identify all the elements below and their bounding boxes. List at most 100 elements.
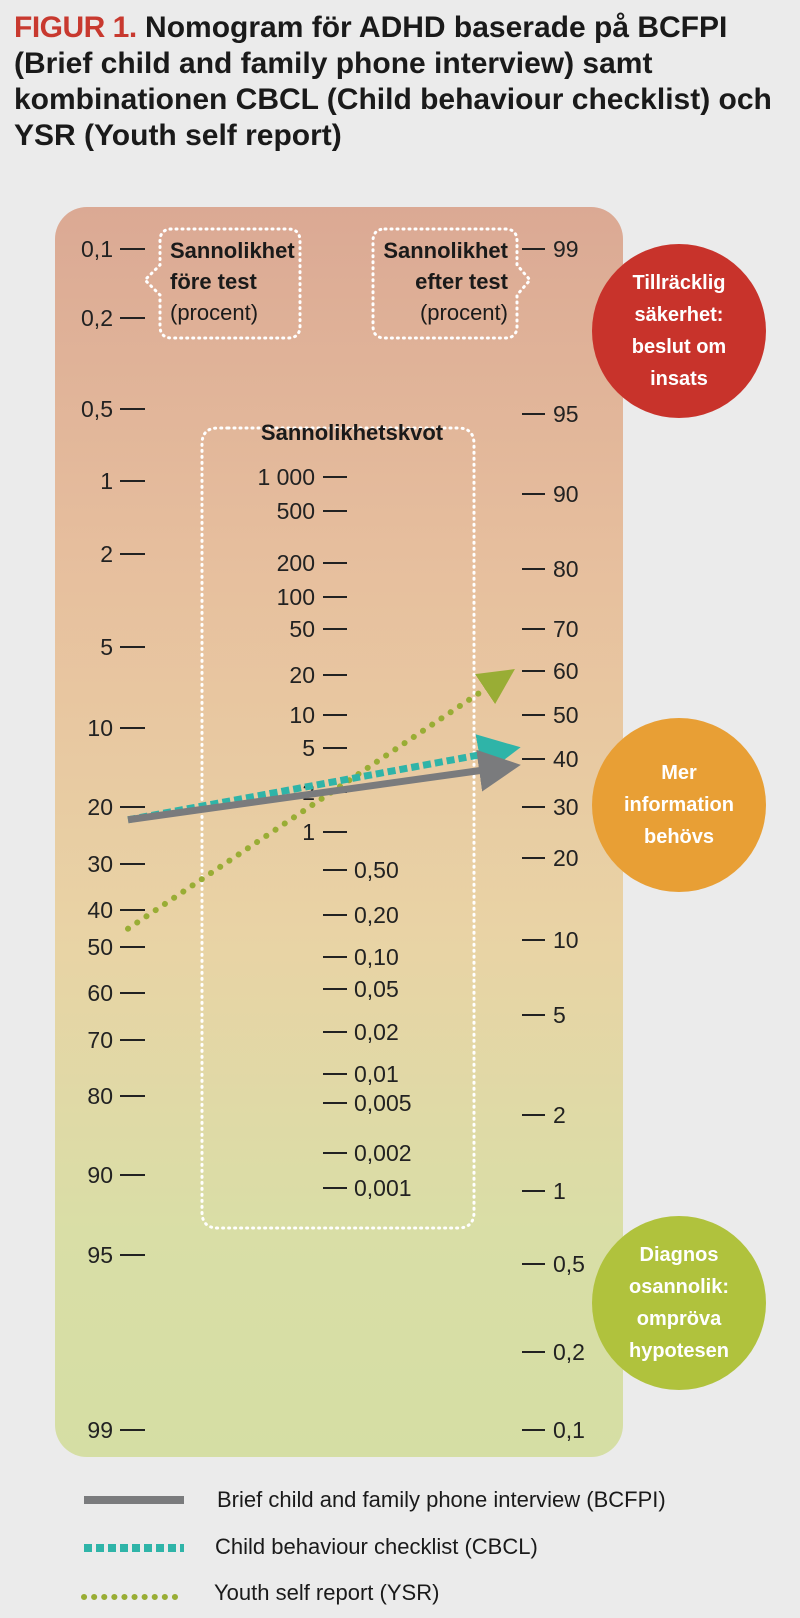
post-test-axis-title: Sannolikhet efter test (procent) [383, 238, 508, 325]
pre-test-tick: 60 [87, 980, 145, 1006]
post-test-tick: 10 [522, 927, 579, 953]
svg-text:60: 60 [553, 658, 579, 684]
post-test-tick: 1 [522, 1178, 566, 1204]
likelihood-ratio-tick: 20 [289, 662, 347, 688]
zone-more-information: Mer information behövs [592, 718, 766, 892]
post-test-tick: 70 [522, 616, 579, 642]
svg-text:Sannolikhet: Sannolikhet [170, 238, 295, 263]
svg-text:70: 70 [87, 1027, 113, 1053]
svg-text:0,2: 0,2 [81, 305, 113, 331]
svg-text:20: 20 [289, 662, 315, 688]
post-test-tick: 80 [522, 556, 579, 582]
svg-text:efter test: efter test [415, 269, 509, 294]
svg-text:95: 95 [87, 1242, 113, 1268]
svg-text:90: 90 [553, 481, 579, 507]
svg-text:10: 10 [289, 702, 315, 728]
svg-text:20: 20 [87, 794, 113, 820]
likelihood-ratio-tick: 0,50 [323, 857, 399, 883]
likelihood-ratio-tick: 0,005 [323, 1090, 412, 1116]
post-test-tick: 99 [522, 236, 579, 262]
svg-text:20: 20 [553, 845, 579, 871]
svg-text:10: 10 [553, 927, 579, 953]
series-line [125, 669, 515, 932]
post-test-tick: 0,1 [522, 1417, 585, 1443]
svg-text:40: 40 [87, 897, 113, 923]
likelihood-ratio-tick: 0,20 [323, 902, 399, 928]
post-test-tick: 90 [522, 481, 579, 507]
pre-test-tick: 0,2 [81, 305, 145, 331]
post-test-tick: 30 [522, 794, 579, 820]
svg-text:50: 50 [289, 616, 315, 642]
likelihood-ratio-tick: 0,001 [323, 1175, 412, 1201]
post-test-tick: 20 [522, 845, 579, 871]
svg-text:0,1: 0,1 [81, 236, 113, 262]
pre-test-tick: 80 [87, 1083, 145, 1109]
likelihood-ratio-tick: 50 [289, 616, 347, 642]
pre-test-tick: 0,5 [81, 396, 145, 422]
pre-test-axis-title: Sannolikhet före test (procent) [170, 238, 295, 325]
legend-label-cbcl: Child behaviour checklist (CBCL) [215, 1534, 538, 1559]
pre-test-tick: 20 [87, 794, 145, 820]
svg-text:95: 95 [553, 401, 579, 427]
post-test-tick: 40 [522, 746, 579, 772]
post-test-tick: 95 [522, 401, 579, 427]
likelihood-ratio-tick: 0,02 [323, 1019, 399, 1045]
svg-text:0,20: 0,20 [354, 902, 399, 928]
svg-text:0,50: 0,50 [354, 857, 399, 883]
zone-diagnosis-unlikely-label: Diagnos osannolik: ompröva hypotesen [628, 1244, 730, 1362]
svg-text:0,02: 0,02 [354, 1019, 399, 1045]
svg-text:0,5: 0,5 [81, 396, 113, 422]
zone-sufficient-certainty: Tillräcklig säkerhet: beslut om insats [592, 244, 766, 418]
svg-text:0,05: 0,05 [354, 976, 399, 1002]
likelihood-ratio-tick: 0,002 [323, 1140, 412, 1166]
pre-test-tick: 10 [87, 715, 145, 741]
likelihood-ratio-tick: 1 000 [257, 464, 347, 490]
pre-test-tick: 1 [100, 468, 145, 494]
svg-text:2: 2 [100, 541, 113, 567]
svg-text:40: 40 [553, 746, 579, 772]
svg-text:5: 5 [100, 634, 113, 660]
pre-test-tick: 40 [87, 897, 145, 923]
svg-text:70: 70 [553, 616, 579, 642]
svg-text:100: 100 [277, 584, 315, 610]
likelihood-ratio-tick: 200 [277, 550, 347, 576]
svg-text:(procent): (procent) [420, 300, 508, 325]
likelihood-ratio-tick: 1 [302, 819, 347, 845]
likelihood-ratio-tick: 500 [277, 498, 347, 524]
svg-text:1: 1 [302, 819, 315, 845]
zone-diagnosis-unlikely: Diagnos osannolik: ompröva hypotesen [592, 1216, 766, 1390]
likelihood-ratio-label-box [200, 426, 476, 1230]
svg-text:99: 99 [87, 1417, 113, 1443]
pre-test-tick: 2 [100, 541, 145, 567]
svg-text:10: 10 [87, 715, 113, 741]
legend-label-bcfpi: Brief child and family phone interview (… [217, 1487, 666, 1512]
zone-sufficient-certainty-label: Tillräcklig säkerhet: beslut om insats [631, 272, 727, 390]
svg-text:Sannolikhet: Sannolikhet [383, 238, 508, 263]
post-test-tick: 0,2 [522, 1339, 585, 1365]
zone-more-information-label: Mer information behövs [624, 762, 734, 848]
svg-text:0,1: 0,1 [553, 1417, 585, 1443]
post-test-tick: 2 [522, 1102, 566, 1128]
pre-test-tick: 50 [87, 934, 145, 960]
post-test-tick: 5 [522, 1002, 566, 1028]
svg-text:1: 1 [100, 468, 113, 494]
likelihood-ratio-tick: 100 [277, 584, 347, 610]
post-test-tick: 50 [522, 702, 579, 728]
svg-text:0,005: 0,005 [354, 1090, 412, 1116]
series-line [127, 749, 521, 824]
svg-text:5: 5 [553, 1002, 566, 1028]
post-test-tick: 0,5 [522, 1251, 585, 1277]
likelihood-ratio-tick: 5 [302, 735, 347, 761]
svg-text:0,01: 0,01 [354, 1061, 399, 1087]
figure-title-text: Nomogram för ADHD baserade på BCFPI (Bri… [14, 11, 772, 152]
svg-text:30: 30 [87, 851, 113, 877]
pre-test-label-box [142, 227, 302, 340]
likelihood-ratio-tick: 0,10 [323, 944, 399, 970]
svg-text:0,10: 0,10 [354, 944, 399, 970]
svg-text:0,001: 0,001 [354, 1175, 412, 1201]
pre-test-tick: 5 [100, 634, 145, 660]
pre-test-tick: 0,1 [81, 236, 145, 262]
svg-text:1: 1 [553, 1178, 566, 1204]
pre-test-tick: 99 [87, 1417, 145, 1443]
